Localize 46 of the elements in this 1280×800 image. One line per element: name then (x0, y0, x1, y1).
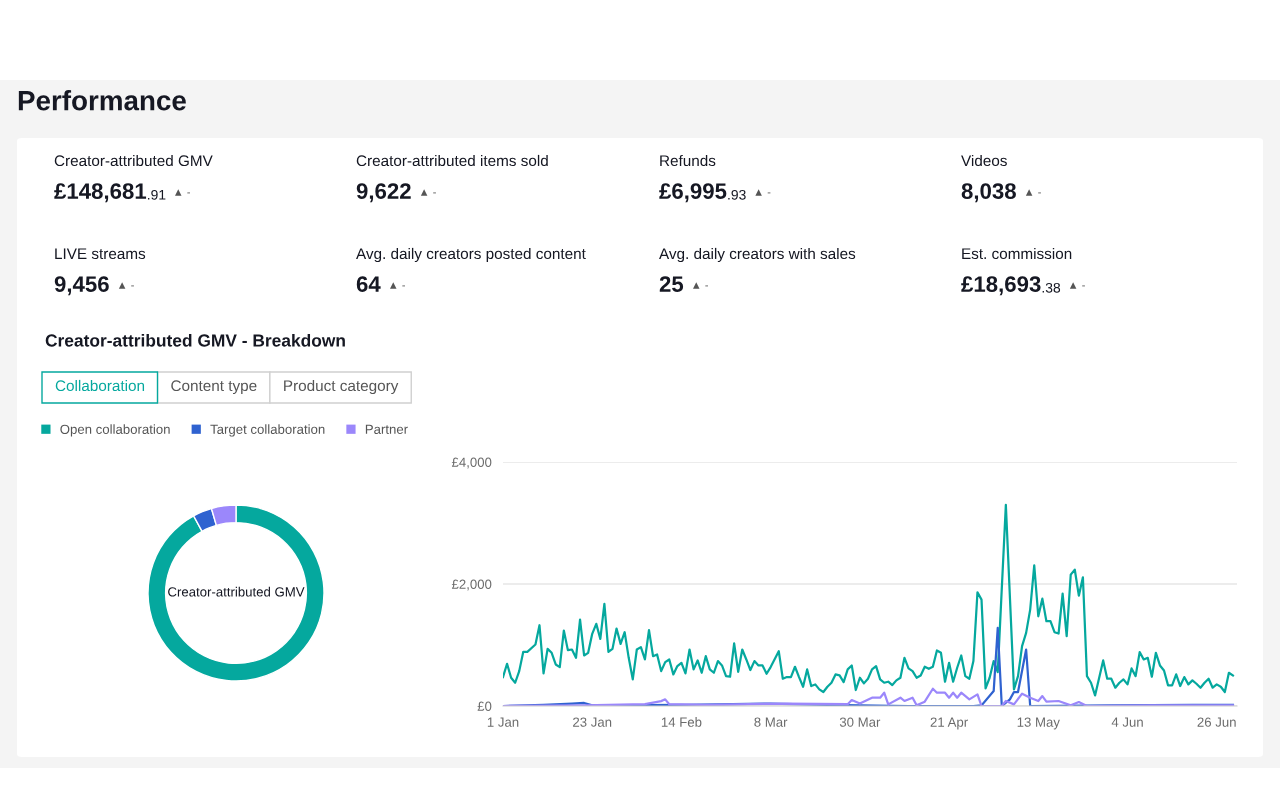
text: Collaboration (55, 379, 145, 392)
text: LIVE streams (55, 248, 146, 260)
legend-label: Open collaboration (60, 424, 170, 437)
text: Performance (18, 90, 186, 111)
text: 64 (356, 276, 381, 292)
y-tick-label: £2,000 (451, 579, 492, 591)
text: Creator-attributed items sold (356, 154, 548, 167)
text: ▲ - (693, 282, 709, 289)
y-tick-label: £0 (477, 701, 492, 711)
text: £148,681.91 (54, 183, 166, 203)
text: 9,456 (54, 276, 109, 296)
text: ▲ - (1069, 282, 1085, 289)
text: ▲ - (390, 282, 406, 289)
x-tick-label: 1 Jan (487, 717, 519, 727)
text: Est. commission (962, 247, 1072, 260)
text: Creator-attributed GMV (54, 154, 213, 167)
x-tick-label: 4 Jun (1111, 717, 1143, 727)
text: Avg. daily creators posted content (356, 247, 586, 263)
text: 9,622 (356, 183, 411, 203)
text: ▲ - (1025, 189, 1041, 196)
x-tick-label: 26 Jun (1197, 717, 1236, 727)
x-tick-label: 30 Mar (839, 717, 881, 727)
text: Videos (961, 154, 1007, 167)
text: Creator-attributed GMV (168, 586, 305, 597)
x-tick-label: 14 Feb (661, 717, 702, 727)
text: ▲ - (175, 189, 191, 196)
x-tick-label: 8 Mar (754, 717, 788, 727)
x-tick-label: 21 Apr (930, 717, 968, 730)
text: ▲ - (118, 282, 134, 289)
text: 25 (659, 276, 684, 292)
x-tick-label: 13 May (1017, 717, 1060, 730)
legend-label: Partner (365, 424, 408, 434)
text: ▲ - (755, 189, 771, 196)
text: Refunds (660, 154, 716, 167)
text: Avg. daily creators with sales (659, 247, 856, 263)
donut-slice (147, 504, 325, 682)
y-tick-label: £4,000 (451, 457, 492, 469)
text: Product category (284, 379, 399, 395)
text: Content type (171, 380, 257, 395)
x-tick-label: 23 Jan (573, 717, 612, 727)
text: £6,995.93 (659, 183, 746, 203)
text: ▲ - (420, 189, 436, 196)
text: £18,693.38 (961, 276, 1061, 296)
text: 8,038 (961, 183, 1016, 203)
legend-label: Target collaboration (210, 424, 325, 437)
chart-title: Creator-attributed GMV - Breakdown (45, 333, 345, 347)
